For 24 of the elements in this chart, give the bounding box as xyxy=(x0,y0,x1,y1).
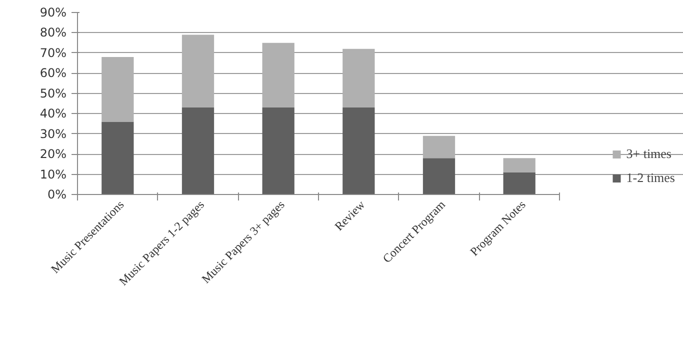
y-tick-label: 20% xyxy=(40,147,66,162)
y-tick-label: 10% xyxy=(40,167,66,182)
bar xyxy=(182,34,214,108)
bar xyxy=(262,108,294,194)
bar xyxy=(342,108,375,194)
bar xyxy=(102,56,134,122)
bar xyxy=(422,136,456,158)
y-tick-label: 60% xyxy=(40,66,66,80)
y-tick-label: 0% xyxy=(47,188,67,202)
legend-label: 1-2 times xyxy=(626,170,675,186)
bar xyxy=(503,172,536,194)
y-tick-label: 80% xyxy=(40,26,66,40)
y-tick-label: 50% xyxy=(40,86,66,100)
bar xyxy=(342,48,375,108)
bar xyxy=(503,158,536,172)
bar xyxy=(422,158,456,194)
y-tick-label: 90% xyxy=(40,6,66,20)
bar xyxy=(182,108,214,194)
bar xyxy=(262,42,294,108)
legend-label: 3+ times xyxy=(626,146,672,162)
y-tick-label: 40% xyxy=(40,106,66,121)
y-tick-label: 30% xyxy=(40,126,66,141)
bar xyxy=(102,122,134,194)
y-tick-label: 70% xyxy=(40,46,66,60)
